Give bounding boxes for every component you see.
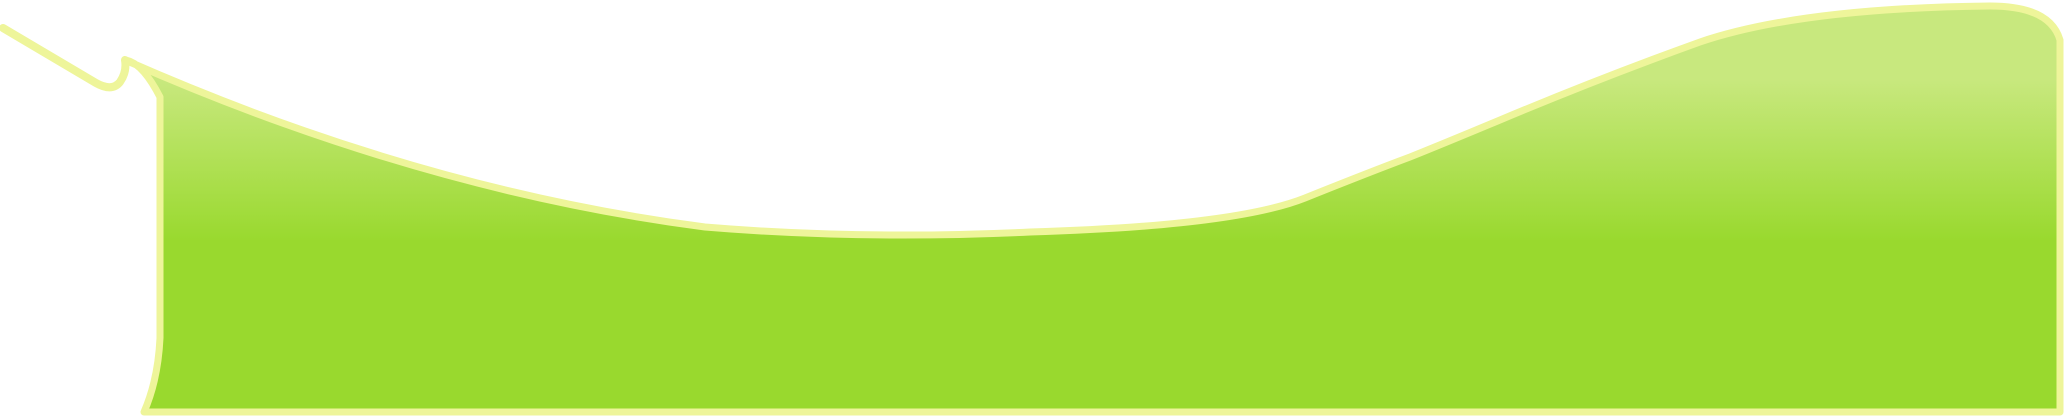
outline-tail	[0, 24, 130, 92]
green-filled-shape	[121, 2, 2064, 416]
